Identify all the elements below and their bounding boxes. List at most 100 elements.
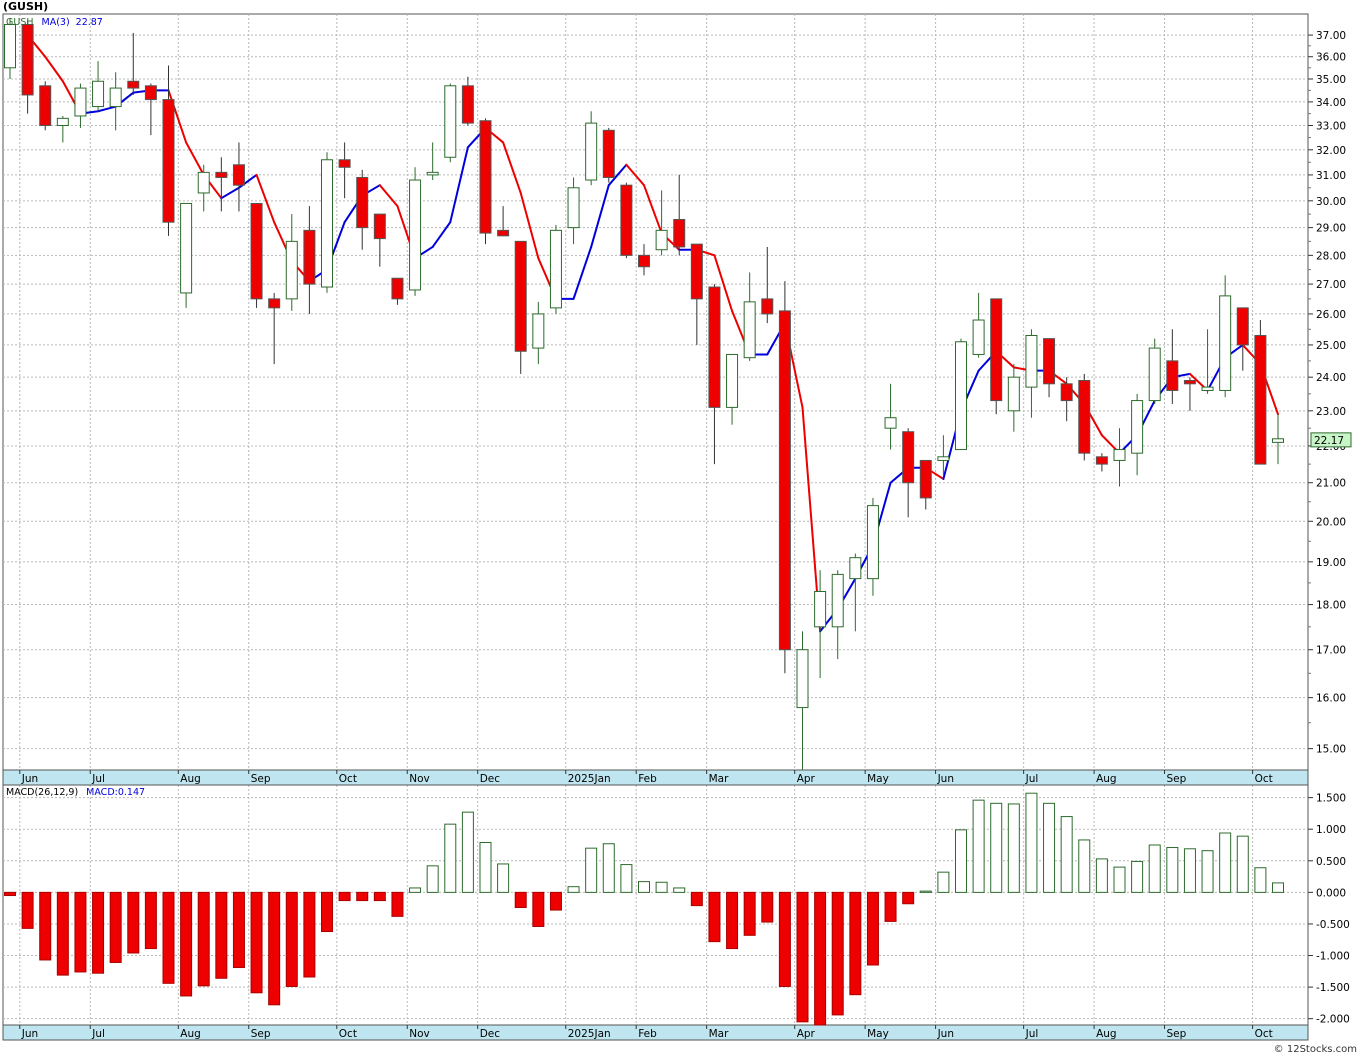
candle — [162, 65, 175, 236]
candle — [497, 206, 510, 237]
last-price-label: 22.17 — [1314, 435, 1344, 447]
candle — [444, 83, 457, 163]
macd-y-tick-label: 1.500 — [1316, 793, 1346, 805]
legend-ma-value: 22.87 — [76, 17, 103, 28]
candle-body — [1025, 334, 1038, 388]
macd-bar — [567, 886, 580, 893]
x-axis-month-label: Jun — [937, 773, 954, 785]
candle — [620, 182, 633, 259]
x-axis-month-label: Aug — [1096, 1028, 1117, 1040]
macd-bar — [144, 891, 157, 950]
last-price-box — [1310, 432, 1352, 448]
candle — [1131, 393, 1144, 476]
macd-bar — [74, 891, 87, 973]
price-y-tick-label: 19.00 — [1316, 557, 1346, 569]
macd-bar — [937, 871, 950, 893]
candle-body — [197, 171, 210, 194]
candle — [708, 284, 721, 465]
candle — [1166, 329, 1179, 404]
x-axis-month-label: Sep — [251, 1028, 271, 1040]
macd-bar — [180, 891, 193, 997]
candle-body — [532, 313, 545, 349]
candle-body — [761, 298, 774, 315]
macd-bar — [919, 890, 932, 893]
candle-body — [56, 117, 69, 126]
x-axis-month-label: Jul — [91, 773, 105, 785]
candle-body — [232, 164, 245, 186]
price-y-tick-label: 16.00 — [1316, 693, 1346, 705]
candle-body — [250, 202, 263, 300]
ma-line-segment — [502, 141, 522, 194]
candle-body — [180, 202, 193, 294]
ma-line-segment — [572, 245, 593, 300]
candle — [778, 281, 791, 674]
ma-line-segment — [449, 146, 469, 224]
candle-body — [1095, 456, 1108, 465]
candle-body — [268, 298, 281, 309]
candle-body — [972, 319, 985, 355]
macd-bar — [620, 864, 633, 893]
macd-bar — [303, 891, 316, 978]
candle — [902, 428, 915, 518]
candle-body — [74, 87, 87, 117]
candle — [1201, 329, 1214, 394]
x-axis-month-label: Oct — [1255, 773, 1273, 785]
candle — [919, 459, 932, 510]
macd-y-tick-label: -1.000 — [1316, 951, 1350, 963]
candle — [1272, 414, 1284, 465]
ma-line-segment — [44, 55, 64, 83]
candle — [937, 435, 950, 476]
candle-body — [1060, 383, 1073, 402]
macd-bar — [1025, 792, 1038, 893]
ma-line-segment — [167, 89, 188, 144]
x-axis-month-label: Dec — [480, 773, 501, 785]
macd-bar — [514, 891, 527, 909]
x-axis-month-label: 2025Jan — [568, 1028, 611, 1040]
macd-bar — [602, 843, 615, 893]
candle — [761, 246, 774, 324]
x-axis-month-label: Dec — [480, 1028, 501, 1040]
legend-ma-label: MA(3) — [42, 17, 70, 28]
x-axis-month-label: Oct — [1255, 1028, 1273, 1040]
candle-body — [303, 229, 316, 285]
macd-bar — [461, 811, 474, 893]
macd-bar — [708, 891, 721, 943]
x-axis-month-label: Apr — [797, 1028, 816, 1040]
macd-y-tick-label: -1.500 — [1316, 982, 1350, 994]
macd-bar — [1183, 848, 1196, 893]
candle-body — [479, 120, 492, 234]
candle-body — [866, 505, 879, 580]
x-axis-month-label: Sep — [251, 773, 271, 785]
ma-line-segment — [643, 184, 663, 235]
candle-body — [373, 213, 386, 240]
macd-bar — [1060, 816, 1073, 893]
price-y-tick-label: 33.00 — [1316, 120, 1346, 132]
candle — [215, 157, 228, 212]
macd-bar — [990, 802, 1003, 893]
candle — [655, 190, 668, 256]
macd-bar — [1113, 866, 1126, 893]
macd-bar — [4, 891, 16, 897]
macd-bar — [638, 881, 650, 893]
macd-bar — [1254, 867, 1267, 893]
macd-bar — [409, 887, 422, 893]
candle-body — [1183, 379, 1196, 385]
candle-body — [92, 80, 105, 108]
macd-bar — [162, 891, 175, 984]
candle-body — [673, 218, 686, 248]
candle — [1113, 428, 1126, 487]
candle — [585, 111, 598, 186]
x-axis-month-label: Jul — [1025, 1028, 1039, 1040]
candle-body — [814, 590, 827, 628]
x-axis-month-label: Jun — [21, 773, 38, 785]
price-panel-frame — [2, 13, 1309, 771]
ma-line-segment — [519, 191, 540, 260]
price-y-tick-label: 15.00 — [1316, 744, 1346, 756]
price-y-tick-label: 27.00 — [1316, 279, 1346, 291]
macd-y-tick-label: 0.500 — [1316, 856, 1346, 868]
candle-body — [1131, 400, 1144, 454]
macd-y-tick-label: -2.000 — [1316, 1014, 1350, 1026]
price-y-tick-label: 24.00 — [1316, 372, 1346, 384]
macd-bar — [655, 881, 668, 893]
